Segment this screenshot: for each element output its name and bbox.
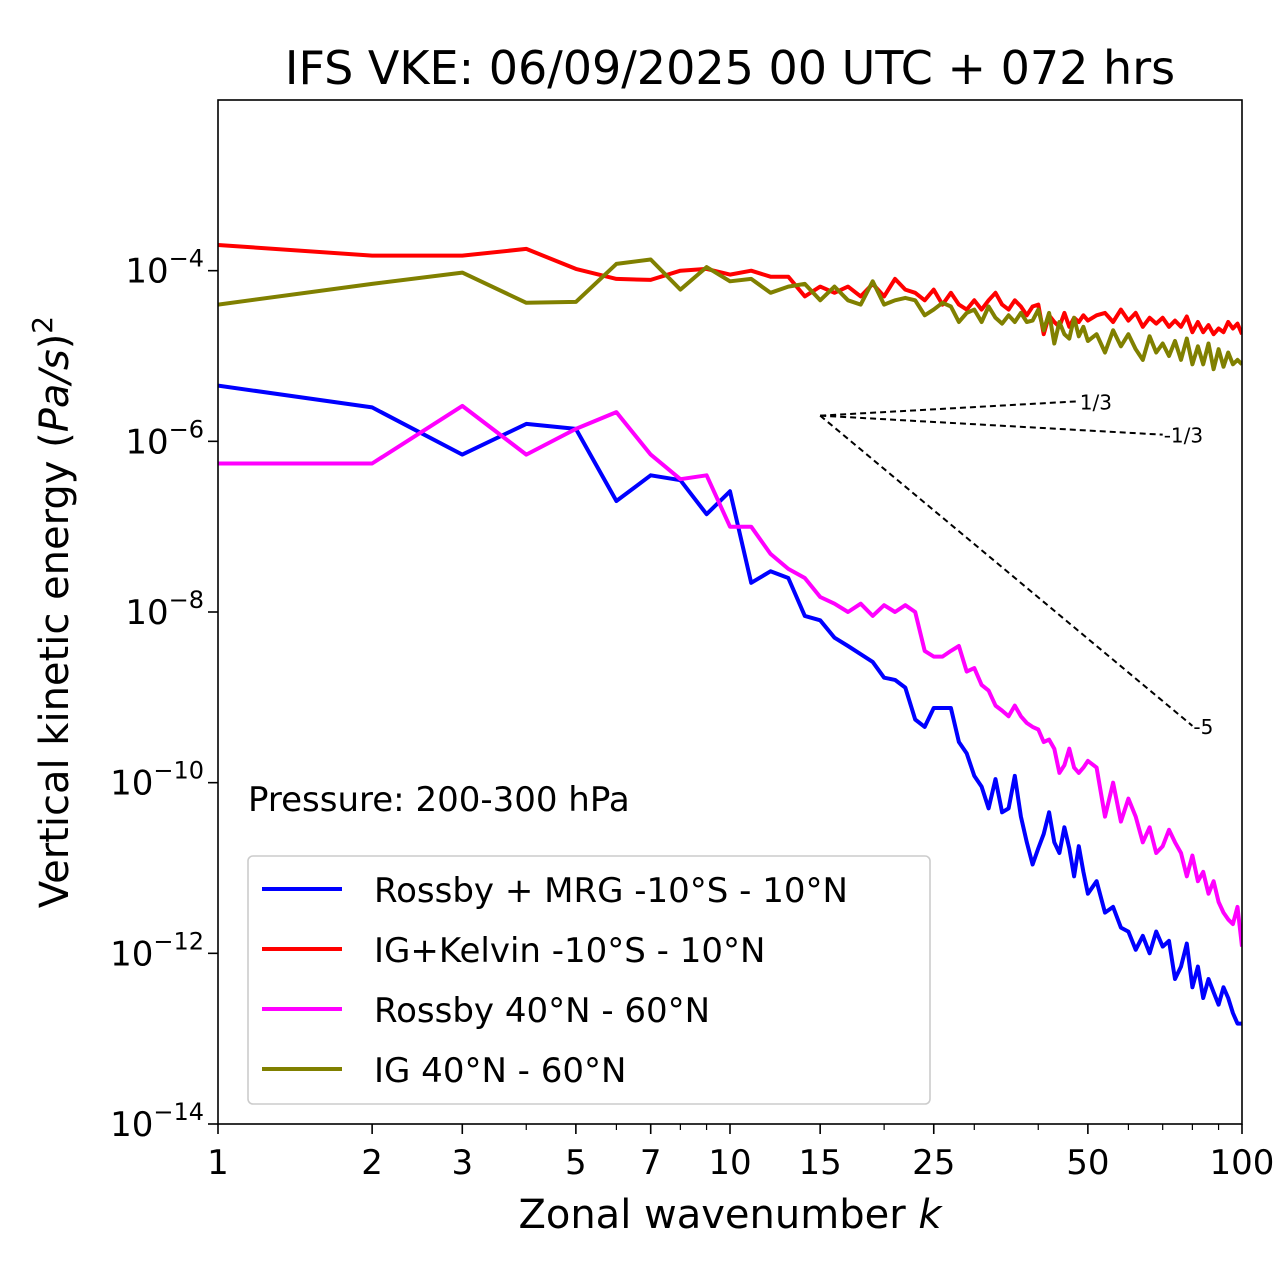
x-tick-label: 3 <box>451 1143 473 1183</box>
legend-label-rossby-40-60: Rossby 40°N - 60°N <box>374 991 710 1031</box>
y-axis-label-main: Vertical kinetic energy ( <box>32 432 78 908</box>
y-axis-label-close: ) <box>32 334 78 350</box>
pressure-annotation: Pressure: 200-300 hPa <box>248 780 630 820</box>
y-tick-label: 10−4 <box>125 245 204 292</box>
series-layer <box>218 243 1242 1026</box>
legend-frame <box>247 855 931 1105</box>
x-tick-label: 5 <box>565 1143 587 1183</box>
x-tick-label: 100 <box>1210 1143 1275 1183</box>
x-tick-label: 10 <box>708 1143 751 1183</box>
y-axis-label-exp: 2 <box>26 316 59 334</box>
legend-label-rossby-mrg: Rossby + MRG -10°S - 10°N <box>374 871 848 911</box>
x-tick-label: 1 <box>207 1143 229 1183</box>
y-axis-label-var: Pa/s <box>32 349 78 432</box>
x-tick-label: 7 <box>640 1143 662 1183</box>
y-axis-label: Vertical kinetic energy (Pa/s)2 <box>26 316 78 908</box>
y-tick-label: 10−8 <box>125 586 204 633</box>
x-tick-label: 25 <box>912 1143 955 1183</box>
chart-title: IFS VKE: 06/09/2025 00 UTC + 072 hrs <box>285 41 1175 95</box>
y-tick-label: 10−12 <box>110 927 204 974</box>
y-tick-label: 10−14 <box>110 1098 204 1145</box>
legend: Rossby + MRG -10°S - 10°N IG+Kelvin -10°… <box>247 855 931 1105</box>
slope-line-0 <box>820 400 1079 417</box>
x-axis-label-main: Zonal wavenumber <box>518 1192 918 1238</box>
slope-line-1 <box>820 414 1163 436</box>
slope-label-2: -5 <box>1193 715 1213 739</box>
series-line-3 <box>218 257 1242 372</box>
x-tick-label: 50 <box>1066 1143 1109 1183</box>
slope-line-2 <box>819 414 1194 727</box>
series-line-2 <box>218 403 1242 947</box>
series-line-1 <box>218 243 1242 337</box>
slope-label-1: -1/3 <box>1164 424 1203 448</box>
y-tick-label: 10−6 <box>125 415 204 462</box>
plot-area-frame <box>217 99 1243 1125</box>
x-axis-label: Zonal wavenumber k <box>518 1192 943 1238</box>
series-line-0 <box>218 383 1242 1026</box>
slope-label-0: 1/3 <box>1080 390 1112 414</box>
x-axis-label-var: k <box>918 1192 943 1238</box>
legend-entry: Rossby + MRG -10°S - 10°N <box>262 871 848 911</box>
legend-label-ig-kelvin: IG+Kelvin -10°S - 10°N <box>374 931 765 971</box>
axis-ticks: 1 2 3 5 7 10 15 25 50 100 10−4 10−6 10−8 10−10 10−12 10… <box>110 245 1274 1183</box>
legend-entry: Rossby 40°N - 60°N <box>262 991 710 1031</box>
y-tick-label: 10−10 <box>110 757 204 804</box>
slope-lines: 1/3 -1/3 -5 <box>819 390 1213 739</box>
x-tick-label: 2 <box>361 1143 383 1183</box>
legend-entry: IG 40°N - 60°N <box>262 1051 626 1091</box>
x-tick-label: 15 <box>799 1143 842 1183</box>
legend-entry: IG+Kelvin -10°S - 10°N <box>262 931 765 971</box>
legend-label-ig-40-60: IG 40°N - 60°N <box>374 1051 626 1091</box>
